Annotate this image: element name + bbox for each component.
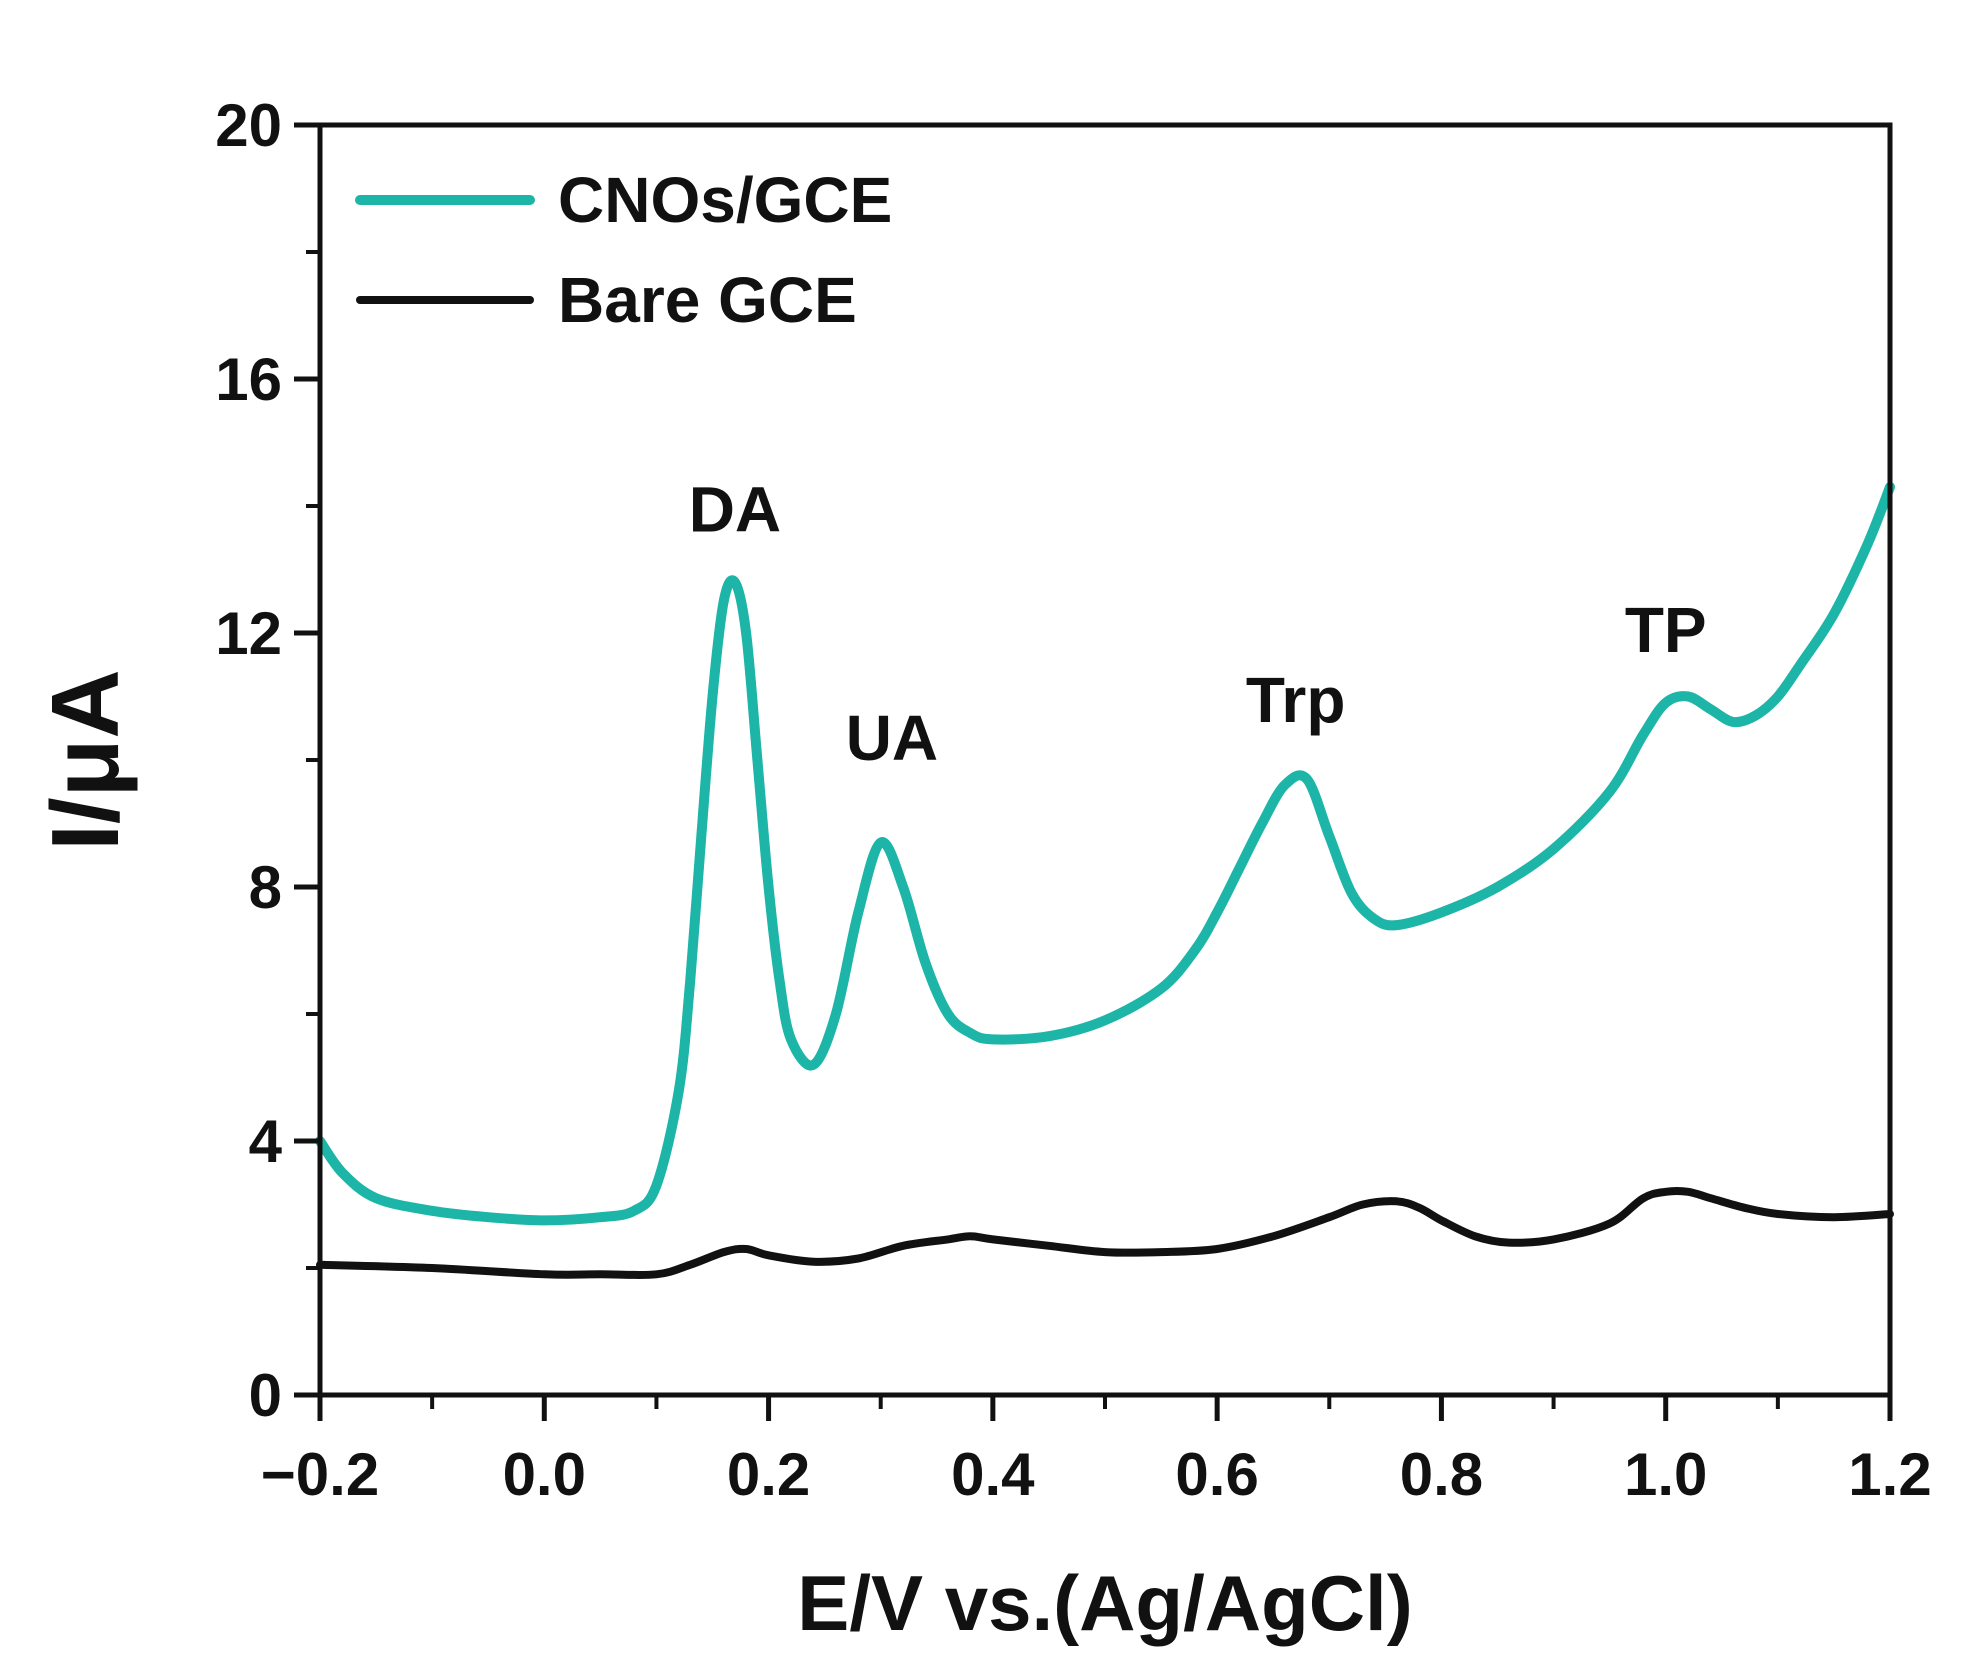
- peak-label-tp: TP: [1625, 594, 1707, 666]
- legend-label-cnos-gce: CNOs/GCE: [558, 164, 892, 236]
- x-axis-ticks: −0.2 0.0 0.2 0.4 0.6 0.8 1.0 1.2: [261, 1395, 1932, 1508]
- x-axis-title: E/V vs.(Ag/AgCl): [797, 1559, 1412, 1647]
- y-axis-ticks: 0 4 8 12 16 20: [215, 92, 320, 1429]
- peak-label-ua: UA: [846, 702, 938, 774]
- y-tick-label: 16: [215, 346, 282, 413]
- legend-label-bare-gce: Bare GCE: [558, 264, 857, 336]
- x-tick-label: 0.2: [727, 1441, 810, 1508]
- peak-label-trp: Trp: [1246, 664, 1346, 736]
- series-group: [315, 481, 1895, 1280]
- legend: CNOs/GCE Bare GCE: [355, 164, 892, 336]
- y-tick-label: 8: [249, 854, 282, 921]
- series-line-bare-gce: [316, 1186, 1894, 1280]
- series-line-cnos-gce: [315, 481, 1895, 1226]
- y-tick-label: 0: [249, 1362, 282, 1429]
- x-tick-label: 0.4: [951, 1441, 1035, 1508]
- x-tick-label: 0.0: [503, 1441, 586, 1508]
- x-tick-label: 1.0: [1624, 1441, 1707, 1508]
- y-tick-label: 4: [249, 1108, 283, 1175]
- x-tick-label: 0.8: [1400, 1441, 1483, 1508]
- peak-annotations: DA UA Trp TP: [689, 473, 1707, 774]
- x-tick-label: −0.2: [261, 1441, 379, 1508]
- peak-label-da: DA: [689, 473, 781, 545]
- x-tick-label: 1.2: [1848, 1441, 1931, 1508]
- y-tick-label: 20: [215, 92, 282, 159]
- x-tick-label: 0.6: [1175, 1441, 1258, 1508]
- y-tick-label: 12: [215, 600, 282, 667]
- y-axis-title: I/μA: [32, 669, 139, 850]
